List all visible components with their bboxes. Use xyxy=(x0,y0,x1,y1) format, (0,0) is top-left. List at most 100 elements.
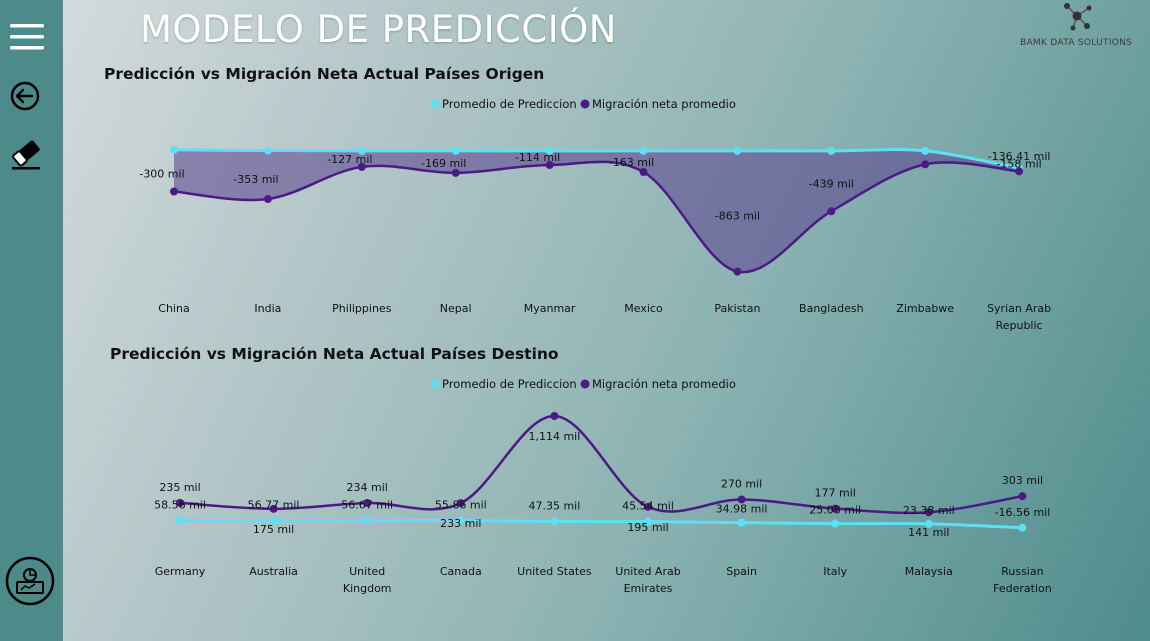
x-tick-label-united-arab-emirates: United Arab Emirates xyxy=(615,565,680,595)
hamburger-menu-icon[interactable] xyxy=(8,18,48,58)
data-label-actual-6: 270 mil xyxy=(721,477,762,490)
point-prediction-0 xyxy=(176,516,184,525)
point-prediction-2 xyxy=(357,146,366,155)
point-actual-6 xyxy=(737,495,746,504)
point-prediction-3 xyxy=(451,146,460,155)
page-title: MODELO DE PREDICCIÓN xyxy=(140,8,617,51)
chart-title-destination: Predicción vs Migración Neta Actual País… xyxy=(110,345,559,363)
x-tick-label-united-states: United States xyxy=(517,565,592,578)
data-label-actual-9: 303 mil xyxy=(1002,474,1043,487)
data-label-prediction-6: 34.98 mil xyxy=(716,503,768,516)
point-actual-4 xyxy=(545,161,554,170)
sidebar xyxy=(0,0,63,641)
point-actual-7 xyxy=(831,504,840,513)
x-tick-label-russian-federation: Russian Federation xyxy=(993,565,1052,595)
point-prediction-5 xyxy=(639,146,648,155)
logo-text: BAMK DATA SOLUTIONS xyxy=(1020,38,1133,48)
data-label-prediction-3: 55.86 mil xyxy=(435,499,487,512)
destination-countries-chart: Promedio de Prediccion Migración neta pro… xyxy=(154,377,1052,595)
x-tick-label-myanmar: Myanmar xyxy=(524,302,576,315)
x-tick-label-syrian-arab-republic: Syrian Arab Republic xyxy=(987,302,1051,332)
data-label-actual-9: -158 mil xyxy=(996,157,1041,170)
data-label-prediction-5: 45.54 mil xyxy=(622,500,674,513)
point-actual-0 xyxy=(170,187,178,196)
point-actual-3 xyxy=(451,168,460,177)
point-actual-4 xyxy=(550,412,559,420)
point-prediction-5 xyxy=(644,517,652,526)
point-actual-0 xyxy=(176,498,184,507)
data-label-actual-5: 195 mil xyxy=(627,521,668,534)
data-label-actual-8: 141 mil xyxy=(908,526,949,539)
analytics-icon[interactable] xyxy=(5,556,55,606)
area-between-series xyxy=(174,149,1020,273)
x-tick-label-united-kingdom: United Kingdom xyxy=(343,565,392,595)
x-tick-label-mexico: Mexico xyxy=(624,302,663,315)
data-label-prediction-9: -136.41 mil xyxy=(988,150,1051,163)
molecule-logo-icon xyxy=(1064,3,1092,31)
x-tick-label-philippines: Philippines xyxy=(332,302,392,315)
data-label-prediction-0: 58.56 mil xyxy=(154,498,206,511)
line-promedio-de-prediccion xyxy=(173,148,1020,170)
point-actual-8 xyxy=(921,160,930,169)
data-label-actual-6: -863 mil xyxy=(715,210,760,223)
x-tick-label-nepal: Nepal xyxy=(440,302,472,315)
legend-marker-migraci-n-neta-promedio xyxy=(580,379,590,389)
legend-marker-promedio-de-prediccion xyxy=(430,99,440,109)
data-label-actual-5: -163 mil xyxy=(609,156,654,169)
point-prediction-7 xyxy=(831,519,840,528)
data-label-actual-7: -439 mil xyxy=(809,177,854,190)
origin-countries-chart: Promedio de Prediccion Migración neta pro… xyxy=(139,97,1051,332)
x-tick-label-canada: Canada xyxy=(440,565,482,578)
x-tick-label-pakistan: Pakistan xyxy=(714,302,760,315)
point-prediction-3 xyxy=(456,516,465,525)
point-actual-9 xyxy=(1015,167,1024,176)
company-logo: BAMK DATA SOLUTIONS xyxy=(1015,0,1145,52)
point-prediction-4 xyxy=(550,517,559,526)
data-label-actual-0: 235 mil xyxy=(159,481,200,494)
x-tick-label-italy: Italy xyxy=(823,565,847,578)
back-arrow-icon[interactable] xyxy=(8,78,48,118)
point-prediction-8 xyxy=(921,146,930,155)
legend-label-migraci-n-neta-promedio: Migración neta promedio xyxy=(592,377,736,391)
data-label-actual-3: -169 mil xyxy=(421,157,466,170)
line-promedio-de-prediccion xyxy=(179,518,1023,530)
line-migraci-n-neta-promedio xyxy=(179,414,1023,515)
point-prediction-8 xyxy=(924,519,933,528)
data-label-prediction-7: 25.08 mil xyxy=(809,504,861,517)
point-actual-6 xyxy=(733,267,742,276)
chart-title-origin: Predicción vs Migración Neta Actual País… xyxy=(104,65,545,83)
legend-label-migraci-n-neta-promedio: Migración neta promedio xyxy=(592,97,736,111)
x-tick-label-india: India xyxy=(254,302,281,315)
data-label-prediction-9: -16.56 mil xyxy=(995,506,1051,519)
x-tick-label-spain: Spain xyxy=(726,565,757,578)
legend-label-promedio-de-prediccion: Promedio de Prediccion xyxy=(442,377,577,391)
data-label-prediction-4: 47.35 mil xyxy=(528,499,580,512)
point-prediction-4 xyxy=(545,146,554,155)
point-actual-1 xyxy=(263,195,272,204)
point-actual-3 xyxy=(456,499,465,508)
x-tick-label-australia: Australia xyxy=(249,565,298,578)
data-label-actual-1: -353 mil xyxy=(233,173,278,186)
x-tick-label-china: China xyxy=(158,302,189,315)
eraser-icon[interactable] xyxy=(8,136,48,176)
point-prediction-6 xyxy=(737,518,746,527)
point-prediction-2 xyxy=(363,516,372,525)
data-label-prediction-8: 23.38 mil xyxy=(903,504,955,517)
point-prediction-9 xyxy=(1018,523,1027,532)
point-actual-1 xyxy=(269,504,278,513)
point-actual-5 xyxy=(644,502,652,511)
legend-marker-promedio-de-prediccion xyxy=(430,379,440,389)
point-actual-2 xyxy=(357,162,366,171)
legend-label-promedio-de-prediccion: Promedio de Prediccion xyxy=(442,97,577,111)
point-actual-2 xyxy=(363,499,372,508)
data-label-actual-2: -127 mil xyxy=(327,153,372,166)
line-migraci-n-neta-promedio xyxy=(173,160,1020,274)
x-tick-label-germany: Germany xyxy=(155,565,206,578)
data-label-actual-1: 175 mil xyxy=(253,523,294,536)
point-actual-7 xyxy=(827,207,836,216)
data-label-actual-4: -114 mil xyxy=(515,151,560,164)
point-prediction-1 xyxy=(263,146,272,155)
data-label-prediction-2: 56.67 mil xyxy=(341,499,393,512)
data-label-actual-4: 1,114 mil xyxy=(528,430,580,443)
chart-legend: Promedio de Prediccion Migración neta pro… xyxy=(430,97,736,111)
